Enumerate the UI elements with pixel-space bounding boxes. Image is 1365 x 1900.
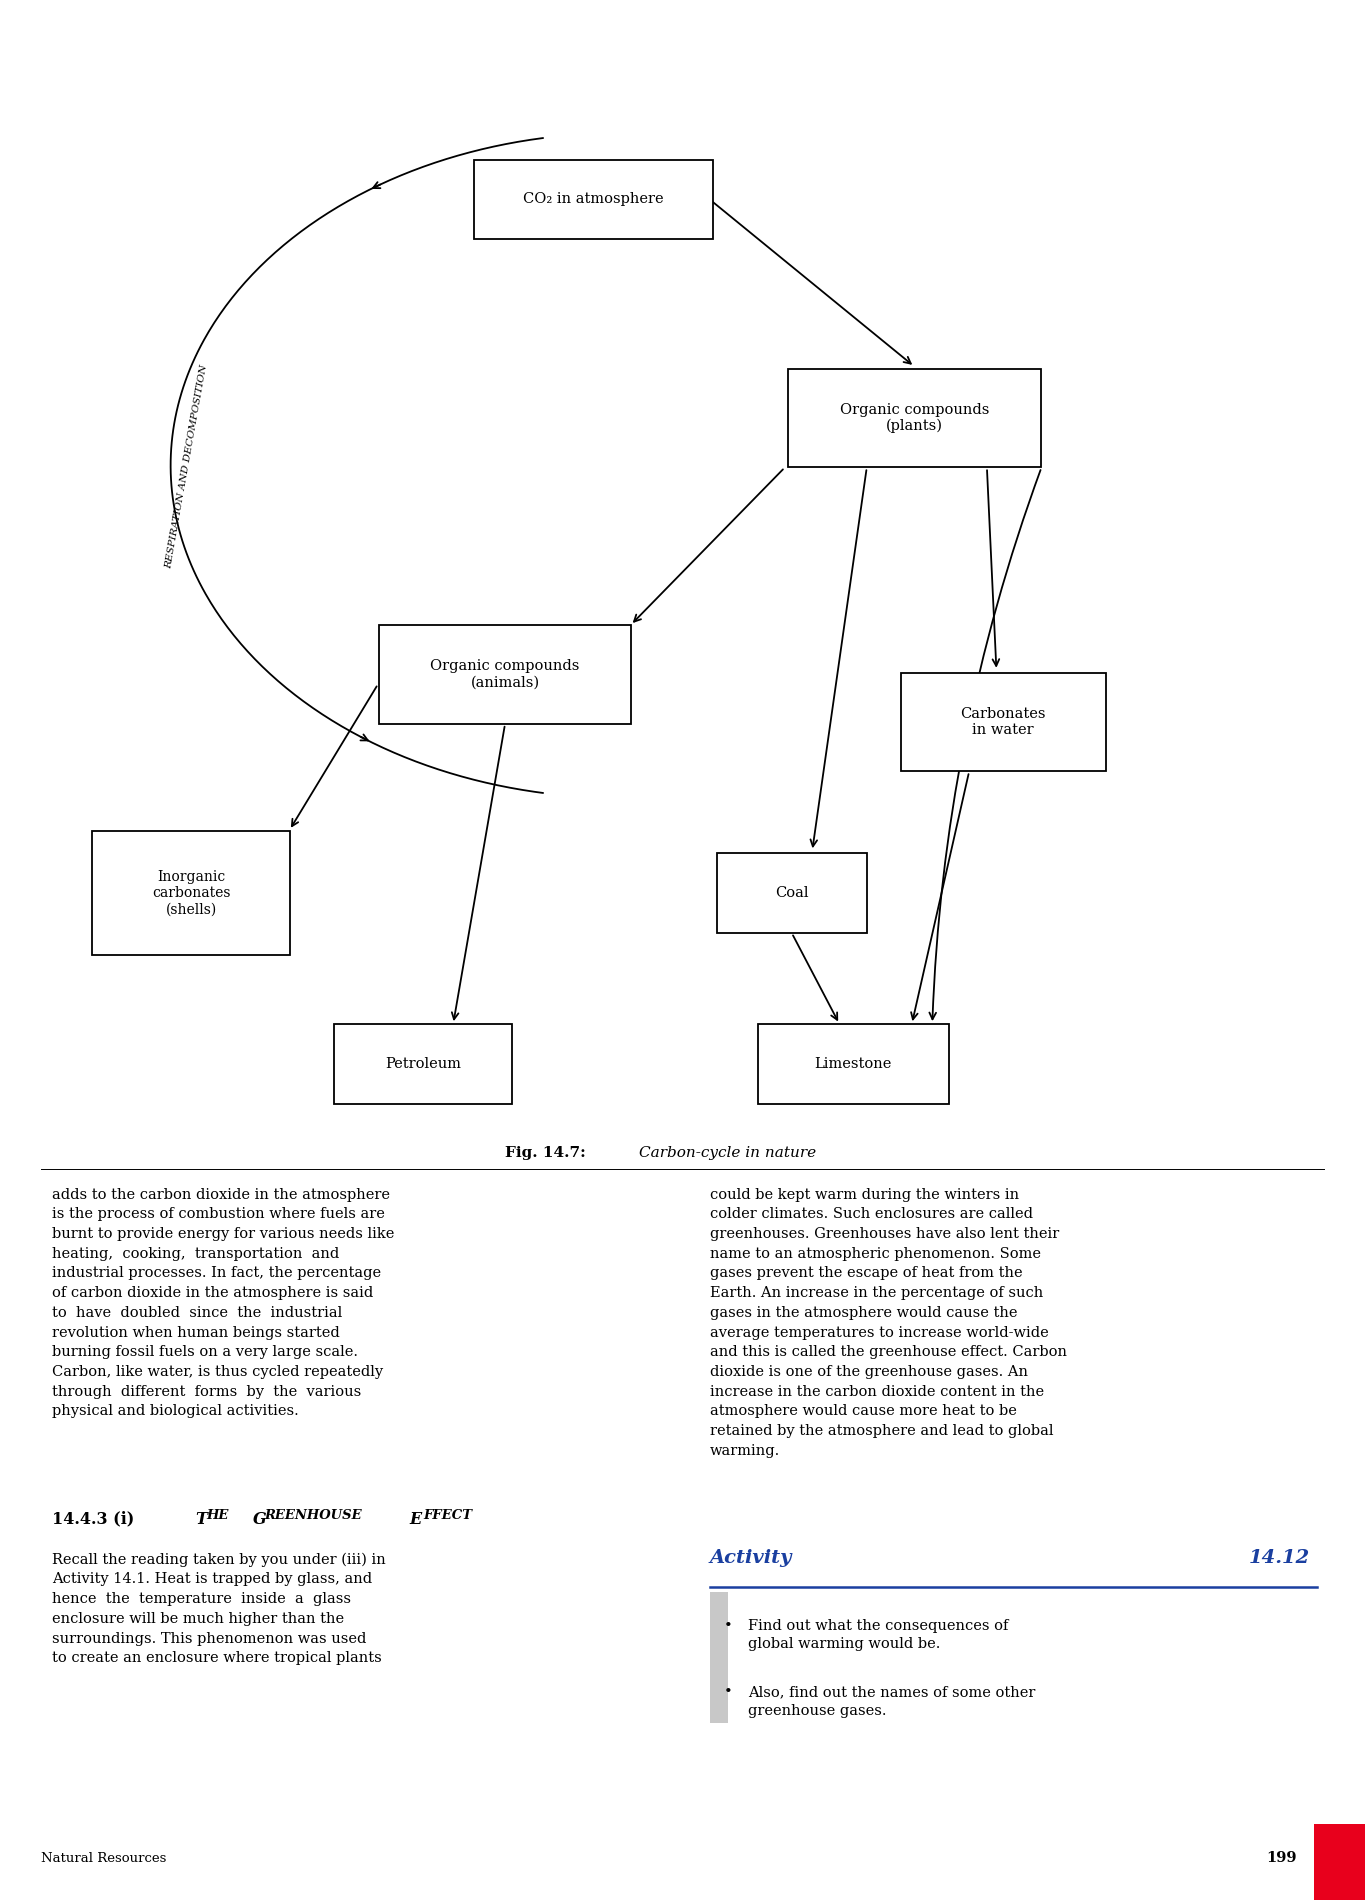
Text: Find out what the consequences of
global warming would be.: Find out what the consequences of global… xyxy=(748,1619,1009,1651)
Text: E: E xyxy=(410,1510,422,1528)
Text: 14.12: 14.12 xyxy=(1249,1548,1310,1568)
Text: G: G xyxy=(253,1510,266,1528)
Text: Organic compounds
(animals): Organic compounds (animals) xyxy=(430,659,580,690)
Text: Fig. 14.7:: Fig. 14.7: xyxy=(505,1146,586,1161)
Text: •: • xyxy=(723,1619,732,1632)
Text: Carbon-cycle in nature: Carbon-cycle in nature xyxy=(639,1146,816,1161)
Text: 199: 199 xyxy=(1267,1851,1297,1866)
Text: Petroleum: Petroleum xyxy=(385,1056,461,1072)
FancyBboxPatch shape xyxy=(475,160,713,239)
Text: Limestone: Limestone xyxy=(815,1056,891,1072)
Text: CO₂ in atmosphere: CO₂ in atmosphere xyxy=(523,192,665,207)
FancyBboxPatch shape xyxy=(901,673,1106,771)
FancyBboxPatch shape xyxy=(378,625,631,724)
Text: Also, find out the names of some other
greenhouse gases.: Also, find out the names of some other g… xyxy=(748,1685,1036,1718)
Text: Inorganic
carbonates
(shells): Inorganic carbonates (shells) xyxy=(152,870,231,916)
Text: Coal: Coal xyxy=(775,885,808,901)
Text: Organic compounds
(plants): Organic compounds (plants) xyxy=(839,403,990,433)
Text: RESPIRATION AND DECOMPOSITION: RESPIRATION AND DECOMPOSITION xyxy=(165,365,209,570)
FancyBboxPatch shape xyxy=(717,853,867,933)
Text: •: • xyxy=(723,1685,732,1699)
Text: Natural Resources: Natural Resources xyxy=(41,1852,167,1864)
Text: Activity: Activity xyxy=(710,1548,792,1568)
FancyBboxPatch shape xyxy=(93,832,291,954)
FancyBboxPatch shape xyxy=(1314,1824,1365,1900)
Text: FFECT: FFECT xyxy=(423,1509,472,1522)
FancyBboxPatch shape xyxy=(789,369,1040,467)
Text: HE: HE xyxy=(207,1509,233,1522)
FancyBboxPatch shape xyxy=(710,1592,728,1723)
Text: Carbonates
in water: Carbonates in water xyxy=(961,707,1046,737)
Text: adds to the carbon dioxide in the atmosphere
is the process of combustion where : adds to the carbon dioxide in the atmosp… xyxy=(52,1188,394,1419)
FancyBboxPatch shape xyxy=(758,1024,949,1104)
Text: could be kept warm during the winters in
colder climates. Such enclosures are ca: could be kept warm during the winters in… xyxy=(710,1188,1067,1457)
Text: T: T xyxy=(195,1510,207,1528)
FancyBboxPatch shape xyxy=(334,1024,512,1104)
Text: REENHOUSE: REENHOUSE xyxy=(265,1509,367,1522)
Text: 14.4.3 (i): 14.4.3 (i) xyxy=(52,1510,139,1528)
Text: Recall the reading taken by you under (iii) in
Activity 14.1. Heat is trapped by: Recall the reading taken by you under (i… xyxy=(52,1552,386,1664)
